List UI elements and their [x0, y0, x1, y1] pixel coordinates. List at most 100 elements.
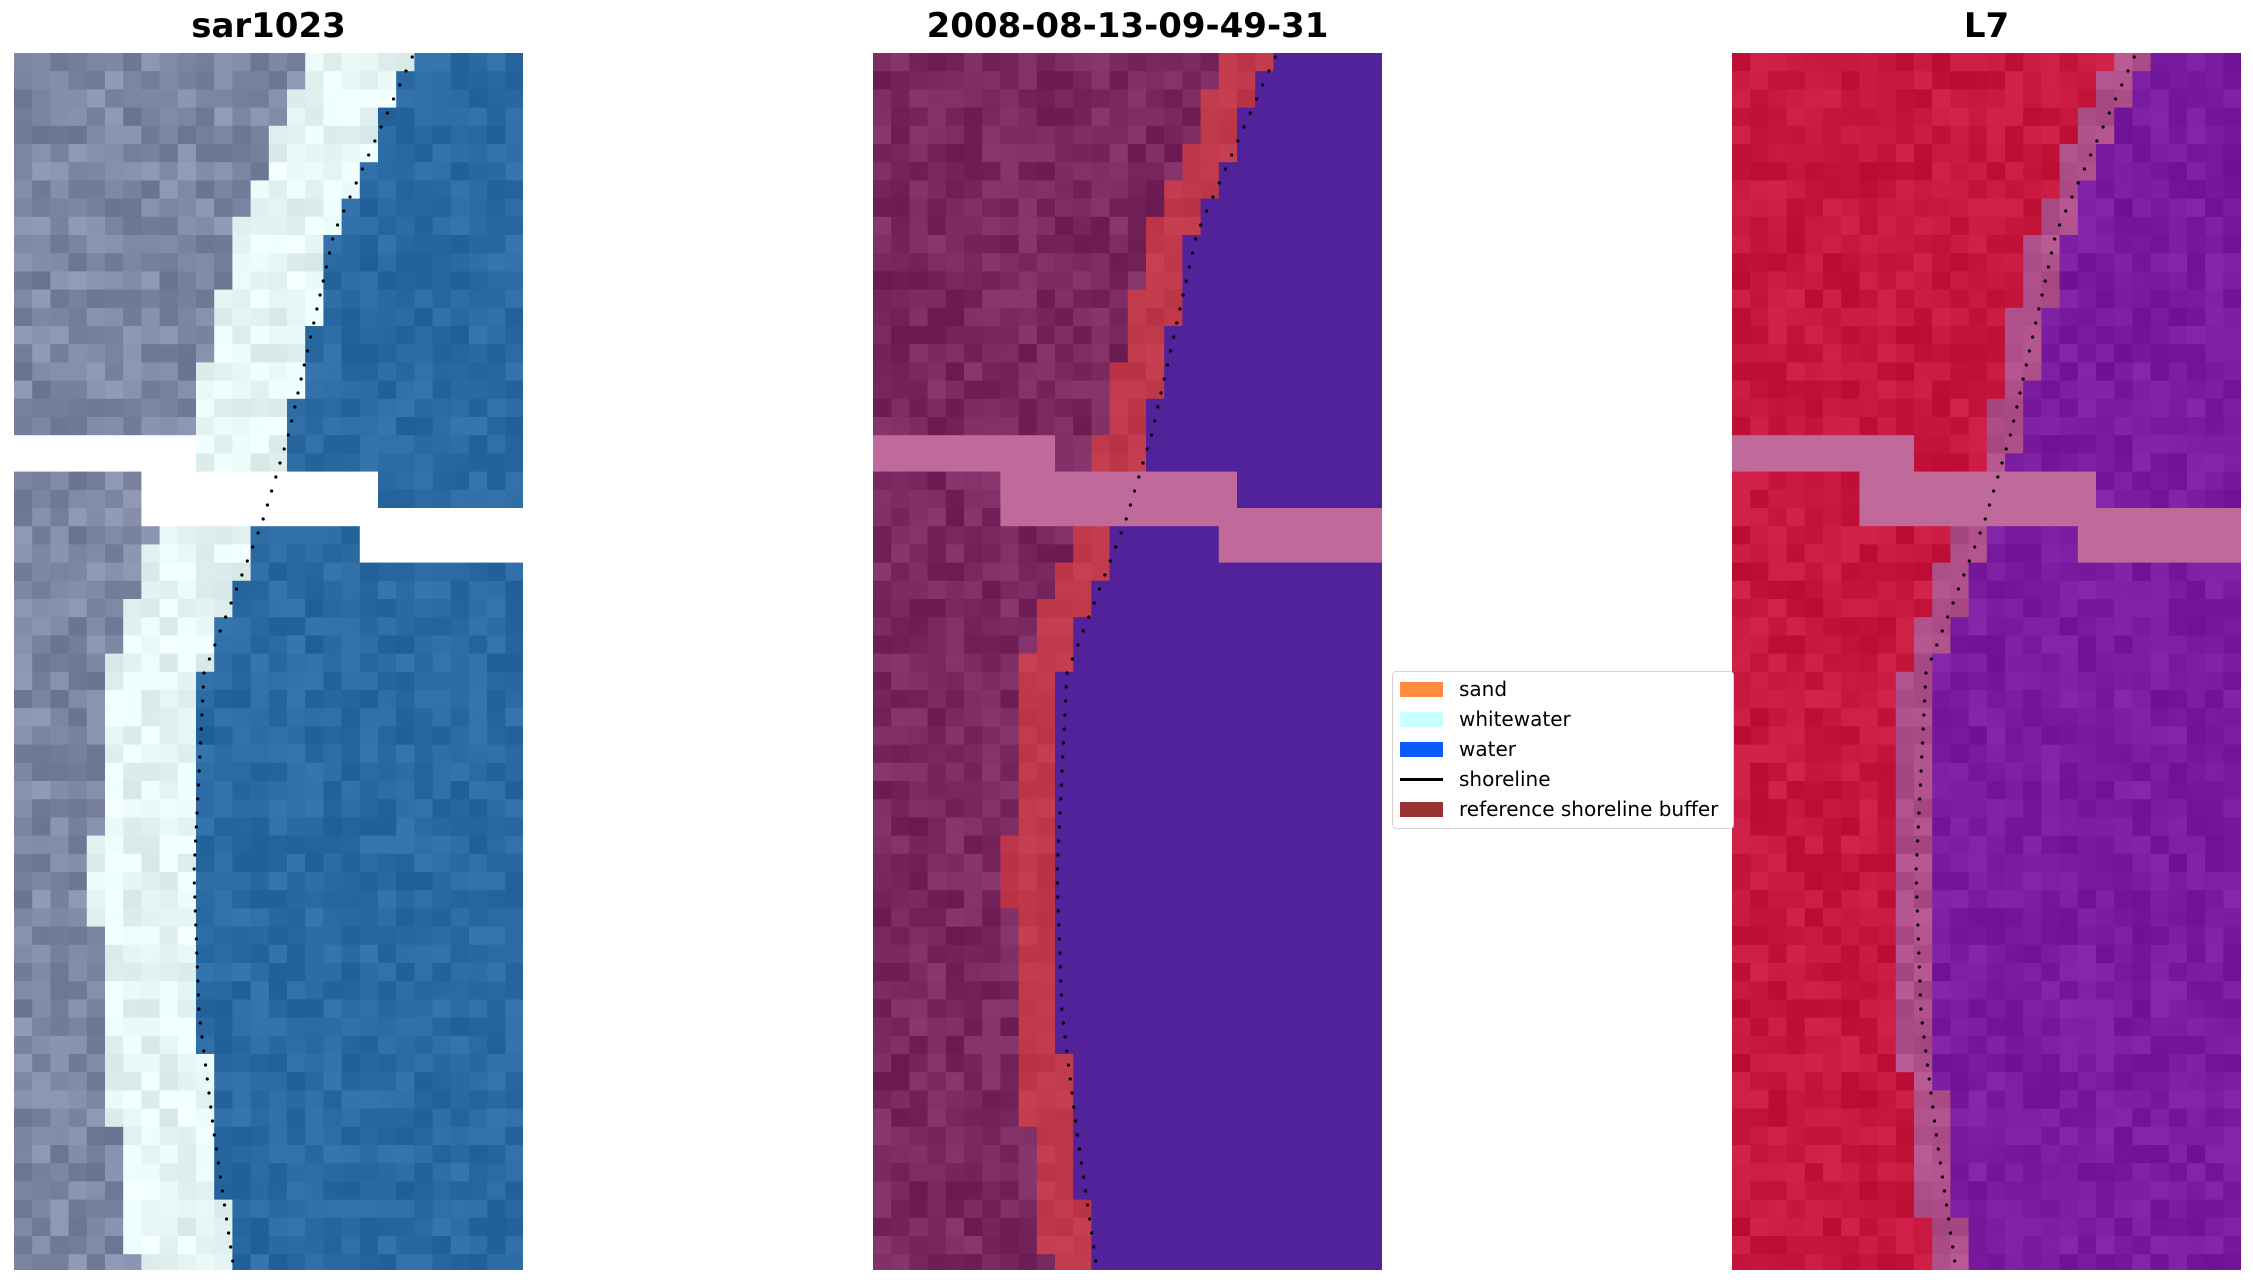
image-pixel: [1091, 125, 1111, 145]
image-pixel: [1291, 817, 1311, 837]
image-pixel: [1036, 326, 1056, 345]
image-pixel: [1200, 489, 1220, 509]
image-pixel: [1237, 107, 1256, 127]
image-pixel: [2059, 180, 2079, 200]
shoreline-point: [398, 83, 402, 87]
image-pixel: [50, 908, 70, 928]
image-pixel: [414, 1254, 434, 1270]
image-pixel: [2150, 417, 2170, 436]
image-pixel: [214, 71, 233, 90]
image-pixel: [177, 744, 197, 764]
image-pixel: [378, 125, 397, 145]
image-pixel: [1182, 398, 1202, 418]
image-pixel: [909, 762, 929, 782]
image-pixel: [232, 853, 252, 873]
image-pixel: [505, 144, 523, 163]
image-pixel: [196, 1145, 215, 1164]
shoreline-point: [1060, 769, 1064, 773]
image-pixel: [1255, 1072, 1274, 1091]
image-pixel: [964, 289, 983, 309]
image-pixel: [86, 1054, 106, 1073]
image-pixel: [1932, 380, 1951, 400]
image-pixel: [1164, 781, 1183, 800]
image-pixel: [2223, 89, 2241, 109]
image-pixel: [1804, 453, 1824, 473]
image-pixel: [14, 1035, 33, 1055]
image-pixel: [141, 562, 161, 582]
image-pixel: [1127, 1108, 1147, 1128]
image-pixel: [1164, 1108, 1183, 1128]
image-pixel: [1182, 908, 1202, 928]
image-pixel: [1786, 726, 1806, 746]
image-pixel: [891, 944, 910, 964]
image-pixel: [2096, 526, 2115, 545]
image-pixel: [891, 1236, 910, 1255]
image-pixel: [1055, 1254, 1074, 1270]
image-pixel: [1273, 362, 1293, 382]
shoreline-point: [1056, 853, 1060, 857]
image-pixel: [1823, 271, 1842, 291]
image-pixel: [1823, 562, 1842, 582]
image-pixel: [1255, 944, 1274, 964]
image-pixel: [177, 1236, 197, 1255]
image-pixel: [1364, 380, 1382, 400]
image-pixel: [1000, 289, 1020, 309]
image-pixel: [14, 1199, 33, 1219]
image-pixel: [1127, 344, 1147, 363]
image-pixel: [1750, 271, 1769, 291]
image-pixel: [891, 926, 910, 946]
image-pixel: [159, 635, 179, 655]
image-pixel: [1182, 544, 1202, 564]
image-pixel: [1218, 1126, 1238, 1146]
image-pixel: [1895, 89, 1915, 109]
shoreline-point: [1223, 167, 1228, 171]
image-pixel: [1073, 326, 1092, 345]
image-pixel: [50, 526, 70, 545]
image-pixel: [1968, 107, 1988, 127]
image-pixel: [909, 908, 929, 928]
image-pixel: [2041, 180, 2061, 200]
image-pixel: [177, 726, 197, 746]
image-pixel: [1823, 726, 1842, 746]
image-pixel: [1109, 1108, 1129, 1128]
image-pixel: [1200, 180, 1220, 200]
image-pixel: [432, 198, 452, 218]
image-pixel: [1073, 53, 1092, 72]
image-pixel: [1255, 635, 1274, 655]
image-pixel: [469, 908, 488, 928]
image-pixel: [232, 398, 252, 418]
image-pixel: [359, 1145, 379, 1164]
image-pixel: [232, 1199, 252, 1219]
image-pixel: [1218, 963, 1238, 982]
image-pixel: [432, 471, 452, 491]
image-pixel: [1346, 271, 1365, 291]
image-pixel: [196, 599, 215, 618]
image-pixel: [196, 144, 215, 163]
image-pixel: [1091, 872, 1111, 891]
image-pixel: [1768, 380, 1788, 400]
image-pixel: [1127, 89, 1147, 109]
image-pixel: [1255, 1054, 1274, 1073]
image-pixel: [214, 398, 233, 418]
image-pixel: [341, 1017, 361, 1037]
image-pixel: [1291, 453, 1311, 473]
image-pixel: [305, 326, 324, 345]
image-pixel: [487, 144, 506, 163]
image-pixel: [1841, 344, 1860, 363]
image-pixel: [1346, 1072, 1365, 1091]
image-pixel: [378, 599, 397, 618]
image-pixel: [359, 198, 379, 218]
image-pixel: [268, 1145, 288, 1164]
image-pixel: [50, 435, 70, 454]
image-pixel: [1895, 471, 1915, 491]
image-pixel: [50, 235, 70, 254]
image-pixel: [469, 144, 488, 163]
image-pixel: [432, 817, 452, 837]
image-pixel: [964, 162, 983, 181]
image-pixel: [86, 544, 106, 564]
shoreline-point: [379, 125, 383, 129]
image-pixel: [1182, 890, 1202, 909]
image-pixel: [341, 471, 361, 491]
image-pixel: [196, 762, 215, 782]
image-pixel: [1200, 344, 1220, 363]
